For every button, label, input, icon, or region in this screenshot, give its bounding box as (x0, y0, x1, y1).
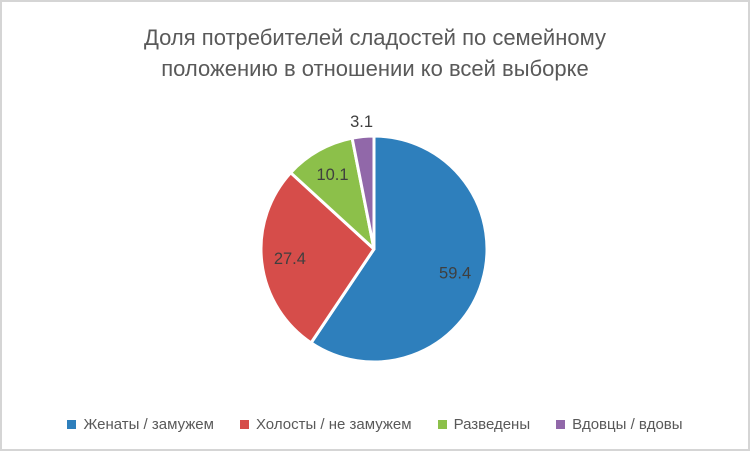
legend-label-1: Холосты / не замужем (255, 416, 412, 433)
legend-label-0: Женаты / замужем (83, 416, 214, 433)
legend-swatch-1 (239, 420, 249, 429)
legend-label-3: Вдовцы / вдовы (572, 416, 683, 433)
legend-item-2: Разведены (437, 416, 531, 433)
pie-data-label-1: 27.4 (274, 250, 306, 268)
legend-swatch-2 (437, 420, 447, 429)
pie-slice-1 (259, 171, 376, 345)
legend-swatch-0 (67, 420, 77, 429)
chart-title-line-1: Доля потребителей сладостей по семейному (144, 25, 606, 50)
legend-item-1: Холосты / не замужем (239, 416, 412, 433)
pie-data-label-2: 10.1 (316, 166, 348, 184)
chart-title-line-2: положению в отношении ко всей выборке (161, 56, 589, 81)
pie-data-label-0: 59.4 (439, 265, 471, 283)
legend-item-3: Вдовцы / вдовы (556, 416, 683, 433)
legend-swatch-3 (556, 420, 566, 429)
pie-slice-3 (350, 134, 376, 251)
pie-data-label-3: 3.1 (350, 113, 373, 131)
legend: Женаты / замужем Холосты / не замужем Разв… (2, 416, 748, 433)
legend-label-2: Разведены (453, 416, 531, 433)
pie-slice-0 (309, 134, 489, 364)
legend-item-0: Женаты / замужем (67, 416, 214, 433)
chart-title: Доля потребителей сладостей по семейному… (2, 22, 748, 84)
